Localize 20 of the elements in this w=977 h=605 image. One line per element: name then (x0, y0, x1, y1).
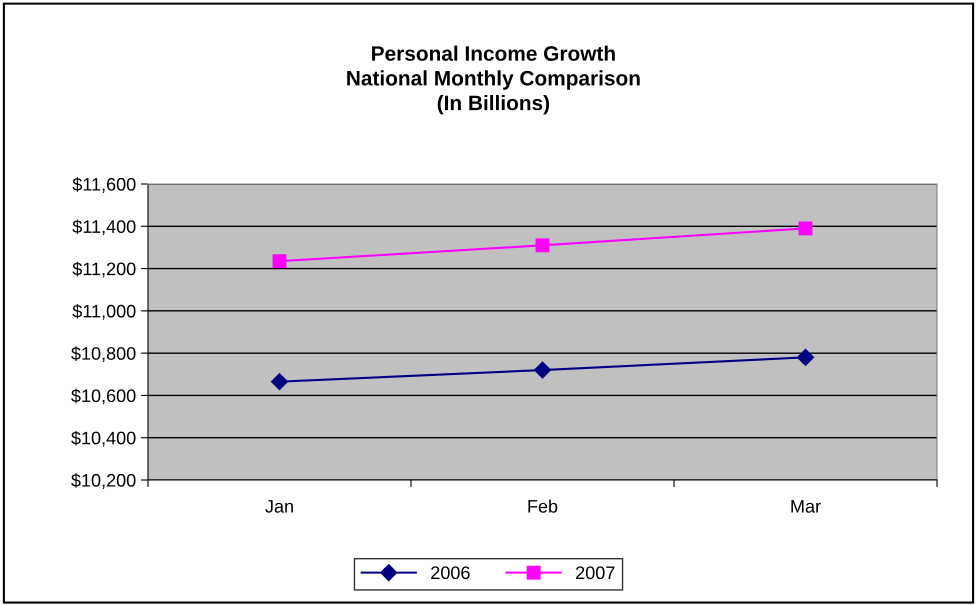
point (796, 348, 814, 366)
point (270, 373, 288, 390)
y-tick-label: $10,400 (71, 430, 136, 447)
y-tick-label: $11,000 (72, 304, 136, 320)
point (272, 254, 286, 268)
legend-label: 2007 (576, 566, 614, 580)
y-tick-label: $10,200 (71, 473, 136, 489)
x-tick-label: Mar (791, 500, 821, 513)
y-tick-label: $11,600 (72, 177, 136, 193)
y-tick-label: $11,200 (72, 262, 136, 278)
x-tick-label: Feb (528, 499, 558, 513)
y-tick-label: $10,600 (71, 388, 136, 404)
legend-label: 2006 (431, 566, 470, 580)
y-tick-label: $10,800 (71, 346, 136, 362)
point (534, 362, 552, 379)
y-tick-label: $11,400 (72, 219, 136, 236)
point (536, 238, 550, 252)
chart-title: Personal Income Growth National Monthly Comparison (In Billions) (347, 46, 640, 114)
point (798, 221, 812, 236)
x-tick-label: Jan (265, 500, 293, 513)
